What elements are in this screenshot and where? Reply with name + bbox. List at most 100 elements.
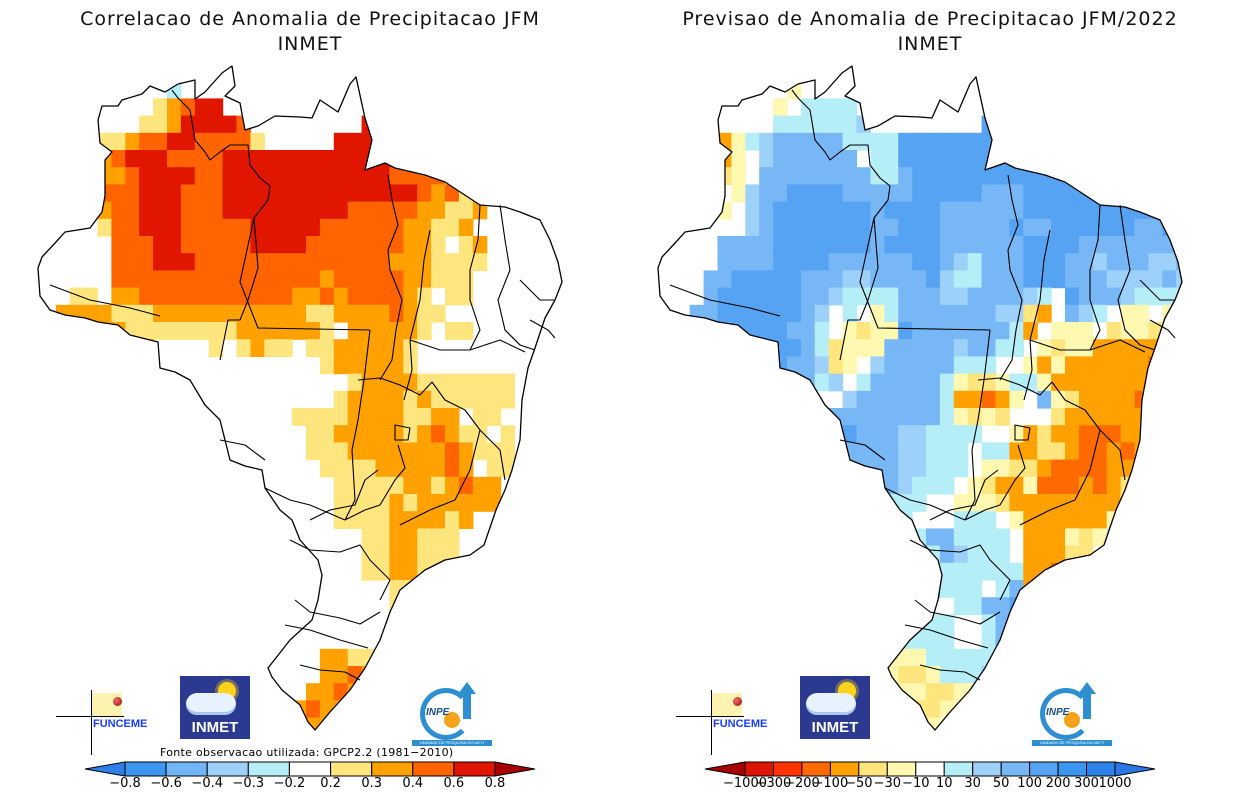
grid-cell [926,167,941,185]
grid-cell [939,459,955,478]
grid-cell [773,132,788,151]
grid-cell [403,528,418,547]
grid-cell [953,580,969,598]
grid-cell [939,648,955,667]
grid-cell [431,167,446,185]
grid-cell [800,304,816,323]
grid-cell [1051,476,1066,495]
grid-cell [125,132,140,151]
colorbar-tick-label: −1000 [723,776,767,791]
grid-cell [953,597,969,615]
grid-cell [292,236,307,254]
grid-cell [814,408,830,426]
grid-cell [787,356,802,375]
grid-cell [375,132,390,151]
grid-cell [926,236,941,254]
grid-cell [292,304,307,323]
grid-cell [153,270,168,289]
grid-cell [389,270,404,289]
grid-cell [458,236,474,254]
inpe-logo-subtitle: UNIDADE DE PESQUISA DO MCTI [1032,740,1112,746]
grid-cell [703,339,719,357]
grid-cell [486,408,502,426]
grid-cell [1204,270,1219,288]
grid-cell [264,322,279,340]
grid-cell [1106,408,1122,426]
grid-cell [995,322,1010,340]
grid-cell [403,253,418,271]
grid-cell [884,425,899,443]
grid-cell [981,287,997,306]
grid-cell [125,184,140,203]
grid-cell [898,390,913,409]
grid-cell [417,218,432,237]
grid-cell [800,218,816,237]
grid-cell [69,339,85,357]
grid-cell [856,425,871,443]
state-border [977,377,1053,396]
grid-cell [139,218,154,237]
grid-cell [939,442,955,461]
grid-cell [856,494,871,512]
grid-cell [292,717,307,730]
state-border [519,279,555,301]
grid-cell [870,218,885,237]
grid-cell [898,476,913,495]
grid-cell [319,201,335,220]
grid-cell [870,201,885,220]
colorbar-arrow-right [1114,761,1155,777]
grid-cell [389,494,404,512]
grid-cell [111,270,126,289]
grid-cell [759,201,774,220]
grid-cell [787,270,802,289]
grid-cell [1148,390,1163,409]
grid-cell [111,356,126,375]
grid-cell [458,494,474,512]
grid-cell [542,528,557,547]
grid-cell [431,442,446,461]
grid-cell [814,373,830,392]
grid-cell [898,304,913,323]
state-border [919,664,981,681]
grid-cell [1078,476,1094,495]
grid-cell [856,167,871,185]
grid-cell [1065,528,1080,547]
grid-cells [689,81,1219,730]
grid-cell [745,270,760,289]
grid-cell [1162,356,1177,375]
map-subtitle: INMET [897,33,963,55]
grid-cell [981,253,997,271]
grid-cell [1092,390,1108,409]
grid-cell [431,390,446,409]
grid-cell [773,115,788,134]
grid-cell [842,545,858,564]
grid-cell [898,597,913,615]
grid-cell [153,322,168,340]
grid-cell [814,98,830,117]
grid-cell [431,459,446,478]
state-border [999,174,1023,381]
grid-cell [953,253,969,271]
grid-cell [912,322,927,340]
grid-cell [842,236,858,254]
grid-cell [814,322,830,340]
grid-cell [431,425,446,443]
grid-cell [180,201,196,220]
grid-cell [828,184,844,203]
grid-cell [333,304,349,323]
colorbar-tick-label: −200 [784,776,820,791]
grid-cell [111,304,126,323]
grid-cell [431,476,446,495]
grid-cell [898,287,913,306]
grid-cell [389,373,404,392]
grid-cell [1051,425,1066,443]
grid-cell [912,666,927,684]
grid-cell [884,390,899,409]
grid-cell [222,253,238,271]
grid-cell [787,236,802,254]
grid-cell [125,201,140,220]
grid-cell [319,425,335,443]
grid-cell [953,236,969,254]
grid-cell [814,236,830,254]
grid-cell [1065,236,1080,254]
